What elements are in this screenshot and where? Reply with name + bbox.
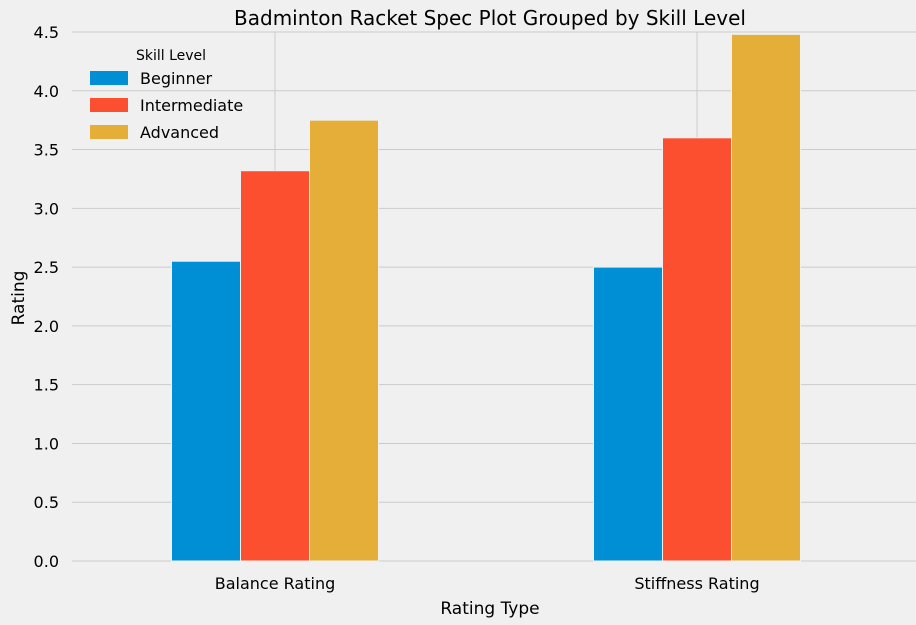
legend-swatch-beginner	[90, 71, 128, 85]
bar-intermediate-balance	[240, 170, 310, 562]
x-axis-label: Rating Type	[440, 599, 539, 619]
legend-label-advanced: Advanced	[140, 123, 219, 142]
legend: Skill Level Beginner Intermediate Advanced	[90, 48, 243, 142]
x-tick-label: Stiffness Rating	[634, 574, 759, 593]
y-tick-label: 1.0	[34, 434, 59, 453]
y-tick-label: 4.0	[34, 82, 59, 101]
y-tick-label: 0.0	[34, 552, 59, 571]
legend-swatch-advanced	[90, 125, 128, 139]
legend-title: Skill Level	[136, 48, 206, 64]
y-tick-label: 3.0	[34, 199, 59, 218]
bar-beginner-balance	[171, 260, 241, 562]
bars	[171, 33, 801, 562]
bar-advanced-stiffness	[731, 33, 801, 562]
x-tick-label: Balance Rating	[215, 574, 335, 593]
legend-label-beginner: Beginner	[140, 69, 213, 88]
y-tick-label: 2.5	[34, 258, 59, 277]
y-axis-label: Rating	[9, 271, 29, 326]
bar-beginner-stiffness	[593, 266, 663, 562]
x-tick-labels: Balance Rating Stiffness Rating	[215, 574, 760, 593]
chart-title: Badminton Racket Spec Plot Grouped by Sk…	[234, 6, 746, 30]
legend-swatch-intermediate	[90, 98, 128, 112]
y-tick-label: 1.5	[34, 376, 59, 395]
y-tick-label: 0.5	[34, 493, 59, 512]
y-tick-label: 2.0	[34, 317, 59, 336]
y-tick-labels: 0.0 0.5 1.0 1.5 2.0 2.5 3.0 3.5 4.0 4.5	[34, 23, 59, 571]
bar-intermediate-stiffness	[662, 137, 732, 562]
bar-advanced-balance	[309, 119, 379, 562]
legend-label-intermediate: Intermediate	[140, 96, 243, 115]
y-tick-label: 4.5	[34, 23, 59, 42]
y-tick-label: 3.5	[34, 141, 59, 160]
